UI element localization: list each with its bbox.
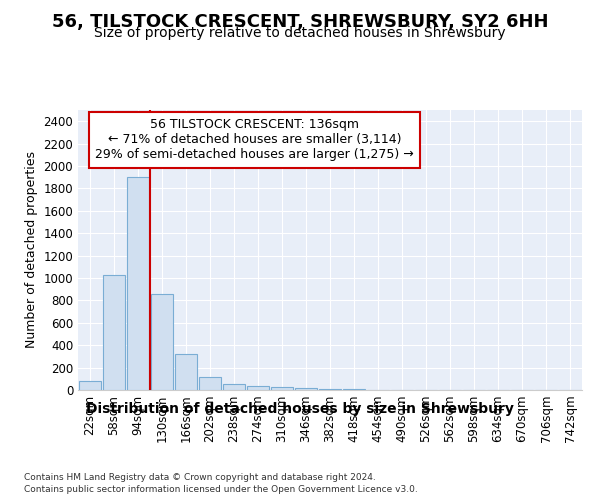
Bar [79,381,101,390]
Bar [175,354,197,390]
Bar [223,384,245,390]
Text: Distribution of detached houses by size in Shrewsbury: Distribution of detached houses by size … [86,402,514,416]
Bar [343,389,365,390]
Bar [319,389,341,390]
Bar [271,386,293,390]
Bar [295,388,317,390]
Bar [103,275,125,390]
Text: Contains public sector information licensed under the Open Government Licence v3: Contains public sector information licen… [24,485,418,494]
Bar [199,376,221,390]
Text: Size of property relative to detached houses in Shrewsbury: Size of property relative to detached ho… [94,26,506,40]
Bar [151,294,173,390]
Text: 56 TILSTOCK CRESCENT: 136sqm
← 71% of detached houses are smaller (3,114)
29% of: 56 TILSTOCK CRESCENT: 136sqm ← 71% of de… [95,118,414,162]
Text: 56, TILSTOCK CRESCENT, SHREWSBURY, SY2 6HH: 56, TILSTOCK CRESCENT, SHREWSBURY, SY2 6… [52,12,548,30]
Bar [247,386,269,390]
Y-axis label: Number of detached properties: Number of detached properties [25,152,38,348]
Bar [127,177,149,390]
Text: Contains HM Land Registry data © Crown copyright and database right 2024.: Contains HM Land Registry data © Crown c… [24,472,376,482]
